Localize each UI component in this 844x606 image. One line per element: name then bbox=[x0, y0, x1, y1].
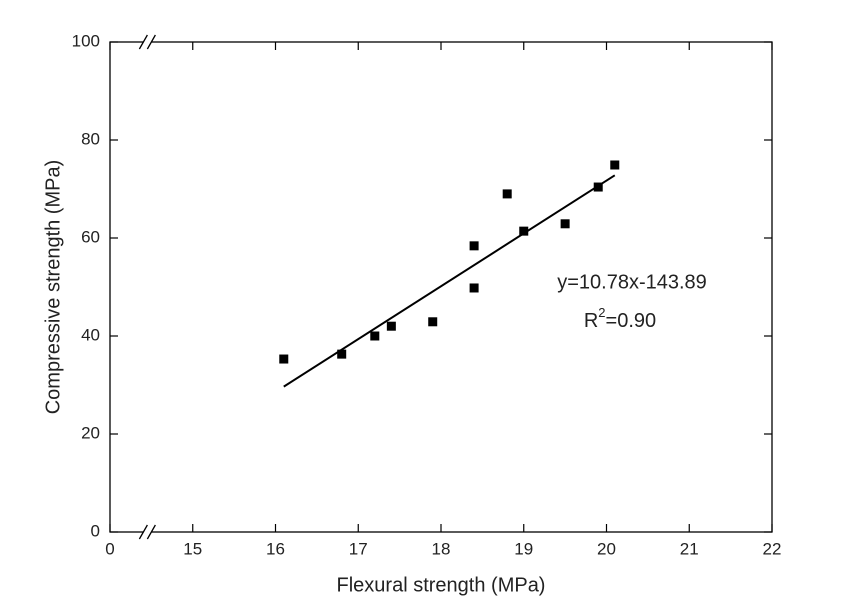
x-tick-label: 0 bbox=[105, 539, 114, 558]
data-point bbox=[370, 331, 380, 341]
y-tick-label: 60 bbox=[81, 227, 100, 246]
x-tick-label: 20 bbox=[597, 539, 616, 558]
data-point bbox=[593, 182, 603, 192]
r2-value: =0.90 bbox=[606, 310, 657, 332]
break-mark bbox=[146, 34, 156, 50]
x-tick-label: 21 bbox=[680, 539, 699, 558]
x-tick-label: 16 bbox=[266, 539, 285, 558]
x-tick-label: 19 bbox=[514, 539, 533, 558]
y-tick-label: 0 bbox=[91, 521, 100, 540]
y-axis-title: Compressive strength (MPa) bbox=[42, 160, 64, 415]
data-point bbox=[469, 241, 479, 251]
data-point bbox=[560, 219, 570, 229]
data-point bbox=[386, 321, 396, 331]
r2-prefix: R bbox=[584, 310, 598, 332]
break-mark bbox=[146, 524, 156, 540]
r2-sup: 2 bbox=[598, 305, 605, 320]
x-tick-label: 18 bbox=[432, 539, 451, 558]
x-tick-label: 15 bbox=[183, 539, 202, 558]
break-gap bbox=[143, 530, 152, 534]
data-point bbox=[502, 189, 512, 199]
x-tick-label: 17 bbox=[349, 539, 368, 558]
data-point bbox=[337, 349, 347, 359]
data-point bbox=[428, 317, 438, 327]
data-point bbox=[610, 160, 620, 170]
y-tick-label: 80 bbox=[81, 129, 100, 148]
data-point bbox=[519, 226, 529, 236]
data-point bbox=[469, 283, 479, 293]
x-tick-label: 22 bbox=[763, 539, 782, 558]
data-point bbox=[279, 354, 289, 364]
y-tick-label: 20 bbox=[81, 423, 100, 442]
y-tick-label: 100 bbox=[72, 31, 100, 50]
r-squared: R2=0.90 bbox=[584, 305, 656, 332]
break-mark bbox=[138, 524, 148, 540]
fit-equation: y=10.78x-143.89 bbox=[557, 271, 707, 293]
y-tick-label: 40 bbox=[81, 325, 100, 344]
break-gap bbox=[143, 40, 152, 44]
break-mark bbox=[138, 34, 148, 50]
x-axis-title: Flexural strength (MPa) bbox=[337, 574, 546, 596]
